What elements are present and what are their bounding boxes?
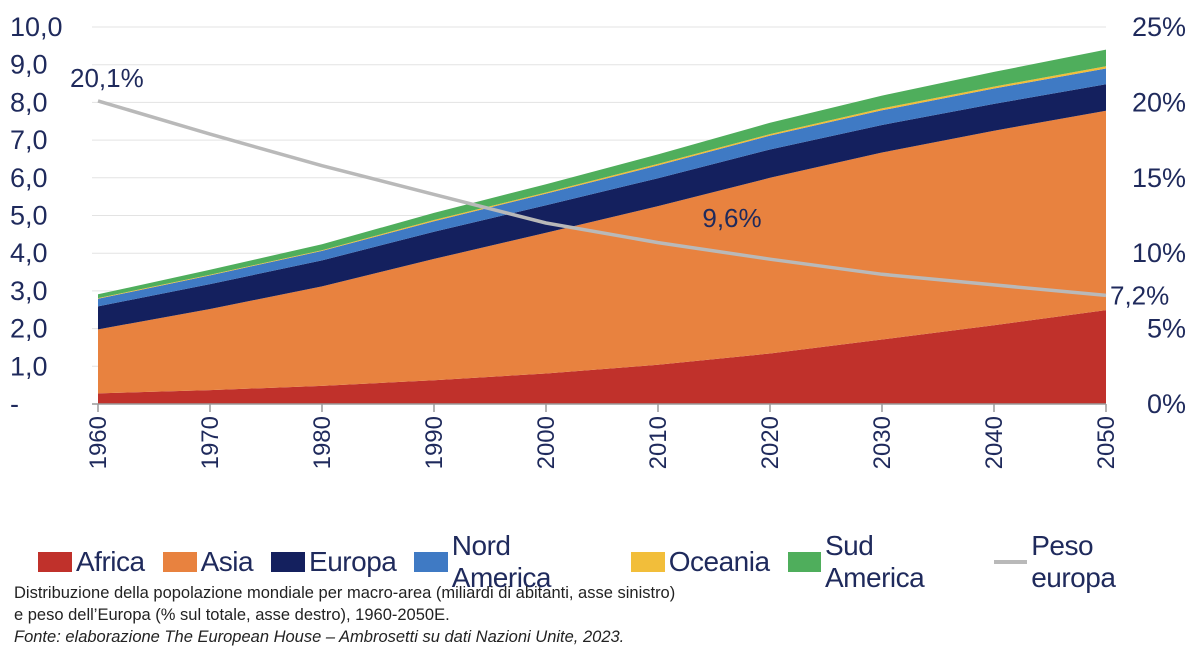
peso-europa-line: [97, 99, 1107, 298]
legend-swatch-africa: [38, 552, 72, 572]
x-tick-label: 1980: [309, 416, 336, 469]
caption-line-1: Distribuzione della popolazione mondiale…: [14, 584, 676, 602]
area-europa: [98, 84, 1106, 330]
legend: Africa Asia Europa Nord America Oceania …: [38, 530, 1200, 594]
area-africa: [98, 310, 1106, 404]
y-left-tick-label: 8,0: [10, 87, 48, 117]
legend-swatch-europa: [271, 552, 306, 572]
x-tick-label: 2010: [645, 416, 672, 469]
y-left-tick-label: 4,0: [10, 238, 48, 268]
x-tick-label: 1990: [421, 416, 448, 469]
x-tick-label: 2000: [533, 416, 560, 469]
legend-label-oceania: Oceania: [668, 546, 770, 577]
legend-swatch-oceania: [630, 552, 665, 572]
legend-item-nord-america: Nord America: [414, 530, 612, 594]
legend-label-sud-america: Sud America: [825, 530, 925, 593]
x-tick-label: 2040: [981, 416, 1008, 469]
y-left-tick-label: 6,0: [10, 163, 48, 193]
legend-item-peso-europa: Peso europa: [993, 530, 1182, 594]
caption: Distribuzione della popolazione mondiale…: [14, 582, 675, 648]
annotation-label: 7,2%: [1110, 280, 1169, 310]
x-tick-label: 2030: [869, 416, 896, 469]
y-right-tick-label: 5%: [1147, 314, 1186, 344]
y-left-tick-label: 7,0: [10, 125, 48, 155]
legend-label-nord-america: Nord America: [451, 530, 552, 593]
x-tick-label: 1960: [85, 416, 112, 469]
legend-label-asia: Asia: [200, 546, 254, 577]
y-left-tick-label: 2,0: [10, 314, 48, 344]
y-right-tick-label: 25%: [1132, 12, 1186, 42]
peso-europa-line-group: [97, 99, 1107, 298]
x-tick-label: 2050: [1093, 416, 1120, 469]
stacked-areas: [98, 49, 1106, 404]
y-left-tick-label: 1,0: [10, 351, 48, 381]
annotation-label: 20,1%: [70, 63, 144, 93]
legend-swatch-peso-europa: [993, 560, 1028, 564]
legend-item-oceania: Oceania: [630, 546, 770, 578]
legend-item-sud-america: Sud America: [787, 530, 976, 594]
legend-item-asia: Asia: [162, 546, 254, 578]
legend-label-europa: Europa: [309, 546, 397, 577]
x-tick-label: 2020: [757, 416, 784, 469]
legend-swatch-asia: [162, 552, 197, 572]
legend-item-europa: Europa: [271, 546, 397, 578]
population-chart: 1960 1970 1980 1990 2000 2010 2020 2030 2040 2050…: [10, 12, 1186, 469]
y-right-tick-label: 15%: [1132, 163, 1186, 193]
area-sud-america: [98, 49, 1106, 299]
legend-swatch-nord-america: [414, 552, 448, 572]
y-right-tick-label: 0%: [1147, 389, 1186, 419]
area-nord-america: [98, 68, 1106, 307]
caption-line-2: e peso dell’Europa (% sul totale, asse d…: [14, 606, 450, 624]
y-left-tick-label: 5,0: [10, 201, 48, 231]
y-left-tick-label: 3,0: [10, 276, 48, 306]
axes: 1960 1970 1980 1990 2000 2010 2020 2030 2040 2050…: [10, 12, 1186, 469]
y-right-tick-label: 20%: [1132, 87, 1186, 117]
y-right-tick-label: 10%: [1132, 238, 1186, 268]
area-asia: [98, 110, 1106, 394]
y-left-tick-label: -: [10, 389, 19, 419]
y-left-tick-label: 10,0: [10, 12, 63, 42]
x-tick-label: 1970: [197, 416, 224, 469]
legend-item-africa: Africa: [38, 546, 145, 578]
y-left-tick-label: 9,0: [10, 50, 48, 80]
annotations: 20,1% 9,6% 7,2%: [70, 63, 1169, 311]
caption-source: Fonte: elaborazione The European House –…: [14, 628, 625, 646]
legend-swatch-sud-america: [787, 552, 821, 572]
legend-label-peso-europa: Peso europa: [1031, 530, 1116, 593]
legend-label-africa: Africa: [76, 546, 145, 577]
annotation-label: 9,6%: [702, 203, 761, 233]
